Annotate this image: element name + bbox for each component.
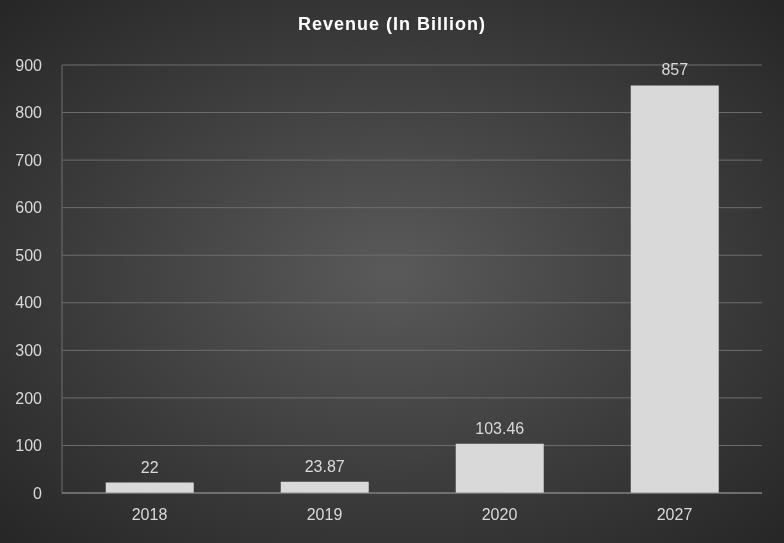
html-text:Revenue (In Billion): Revenue (In Billion) bbox=[298, 14, 486, 34]
svg-text:23.87: 23.87 bbox=[305, 458, 345, 475]
svg-text:2018: 2018 bbox=[132, 506, 168, 523]
svg-text:400: 400 bbox=[15, 294, 42, 311]
svg-text:300: 300 bbox=[15, 342, 42, 359]
svg-text:800: 800 bbox=[15, 104, 42, 121]
svg-text:2027: 2027 bbox=[657, 506, 693, 523]
svg-text:2019: 2019 bbox=[307, 506, 343, 523]
svg-text:22: 22 bbox=[141, 459, 159, 476]
svg-text:100: 100 bbox=[15, 437, 42, 454]
svg-text:500: 500 bbox=[15, 247, 42, 264]
svg-text:857: 857 bbox=[661, 61, 688, 78]
svg-text:0: 0 bbox=[33, 485, 42, 502]
svg-text:2020: 2020 bbox=[482, 506, 518, 523]
svg-text:700: 700 bbox=[15, 152, 42, 169]
svg-text:600: 600 bbox=[15, 199, 42, 216]
svg-text:200: 200 bbox=[15, 390, 42, 407]
svg-text:900: 900 bbox=[15, 57, 42, 74]
svg-text:103.46: 103.46 bbox=[475, 420, 524, 437]
